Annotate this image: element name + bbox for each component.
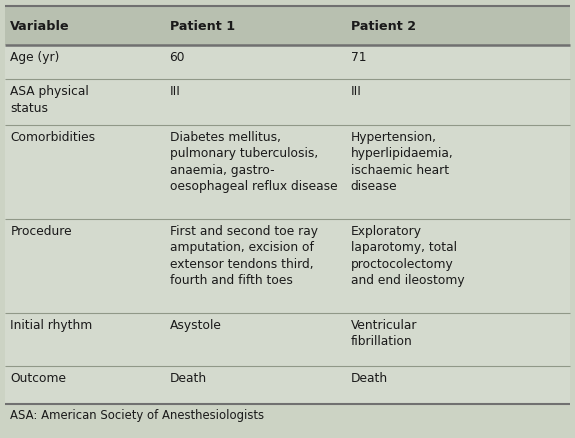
- Text: Patient 2: Patient 2: [351, 20, 416, 33]
- Text: Hypertension,
hyperlipidaemia,
ischaemic heart
disease: Hypertension, hyperlipidaemia, ischaemic…: [351, 131, 454, 193]
- Text: 60: 60: [170, 51, 185, 64]
- Text: Procedure: Procedure: [10, 224, 72, 237]
- Text: Death: Death: [170, 371, 207, 384]
- Text: First and second toe ray
amputation, excision of
extensor tendons third,
fourth : First and second toe ray amputation, exc…: [170, 224, 317, 287]
- Text: III: III: [351, 85, 362, 98]
- Text: Outcome: Outcome: [10, 371, 66, 384]
- Text: Variable: Variable: [10, 20, 70, 33]
- Text: ASA physical
status: ASA physical status: [10, 85, 89, 114]
- Text: III: III: [170, 85, 181, 98]
- Text: Diabetes mellitus,
pulmonary tuberculosis,
anaemia, gastro-
oesophageal reflux d: Diabetes mellitus, pulmonary tuberculosi…: [170, 131, 338, 193]
- Text: Age (yr): Age (yr): [10, 51, 60, 64]
- Bar: [5, 46, 570, 80]
- Bar: [5, 313, 570, 366]
- Bar: [5, 7, 570, 46]
- Text: Exploratory
laparotomy, total
proctocolectomy
and end ileostomy: Exploratory laparotomy, total proctocole…: [351, 224, 465, 287]
- Text: Ventricular
fibrillation: Ventricular fibrillation: [351, 318, 417, 348]
- Bar: [5, 219, 570, 313]
- Bar: [5, 404, 570, 433]
- Text: ASA: American Society of Anesthesiologists: ASA: American Society of Anesthesiologis…: [10, 408, 264, 421]
- Text: 71: 71: [351, 51, 366, 64]
- Text: Death: Death: [351, 371, 388, 384]
- Text: Patient 1: Patient 1: [170, 20, 235, 33]
- Bar: [5, 80, 570, 125]
- Bar: [5, 366, 570, 404]
- Text: Initial rhythm: Initial rhythm: [10, 318, 93, 331]
- Text: Asystole: Asystole: [170, 318, 221, 331]
- Bar: [5, 125, 570, 219]
- Text: Comorbidities: Comorbidities: [10, 131, 95, 144]
